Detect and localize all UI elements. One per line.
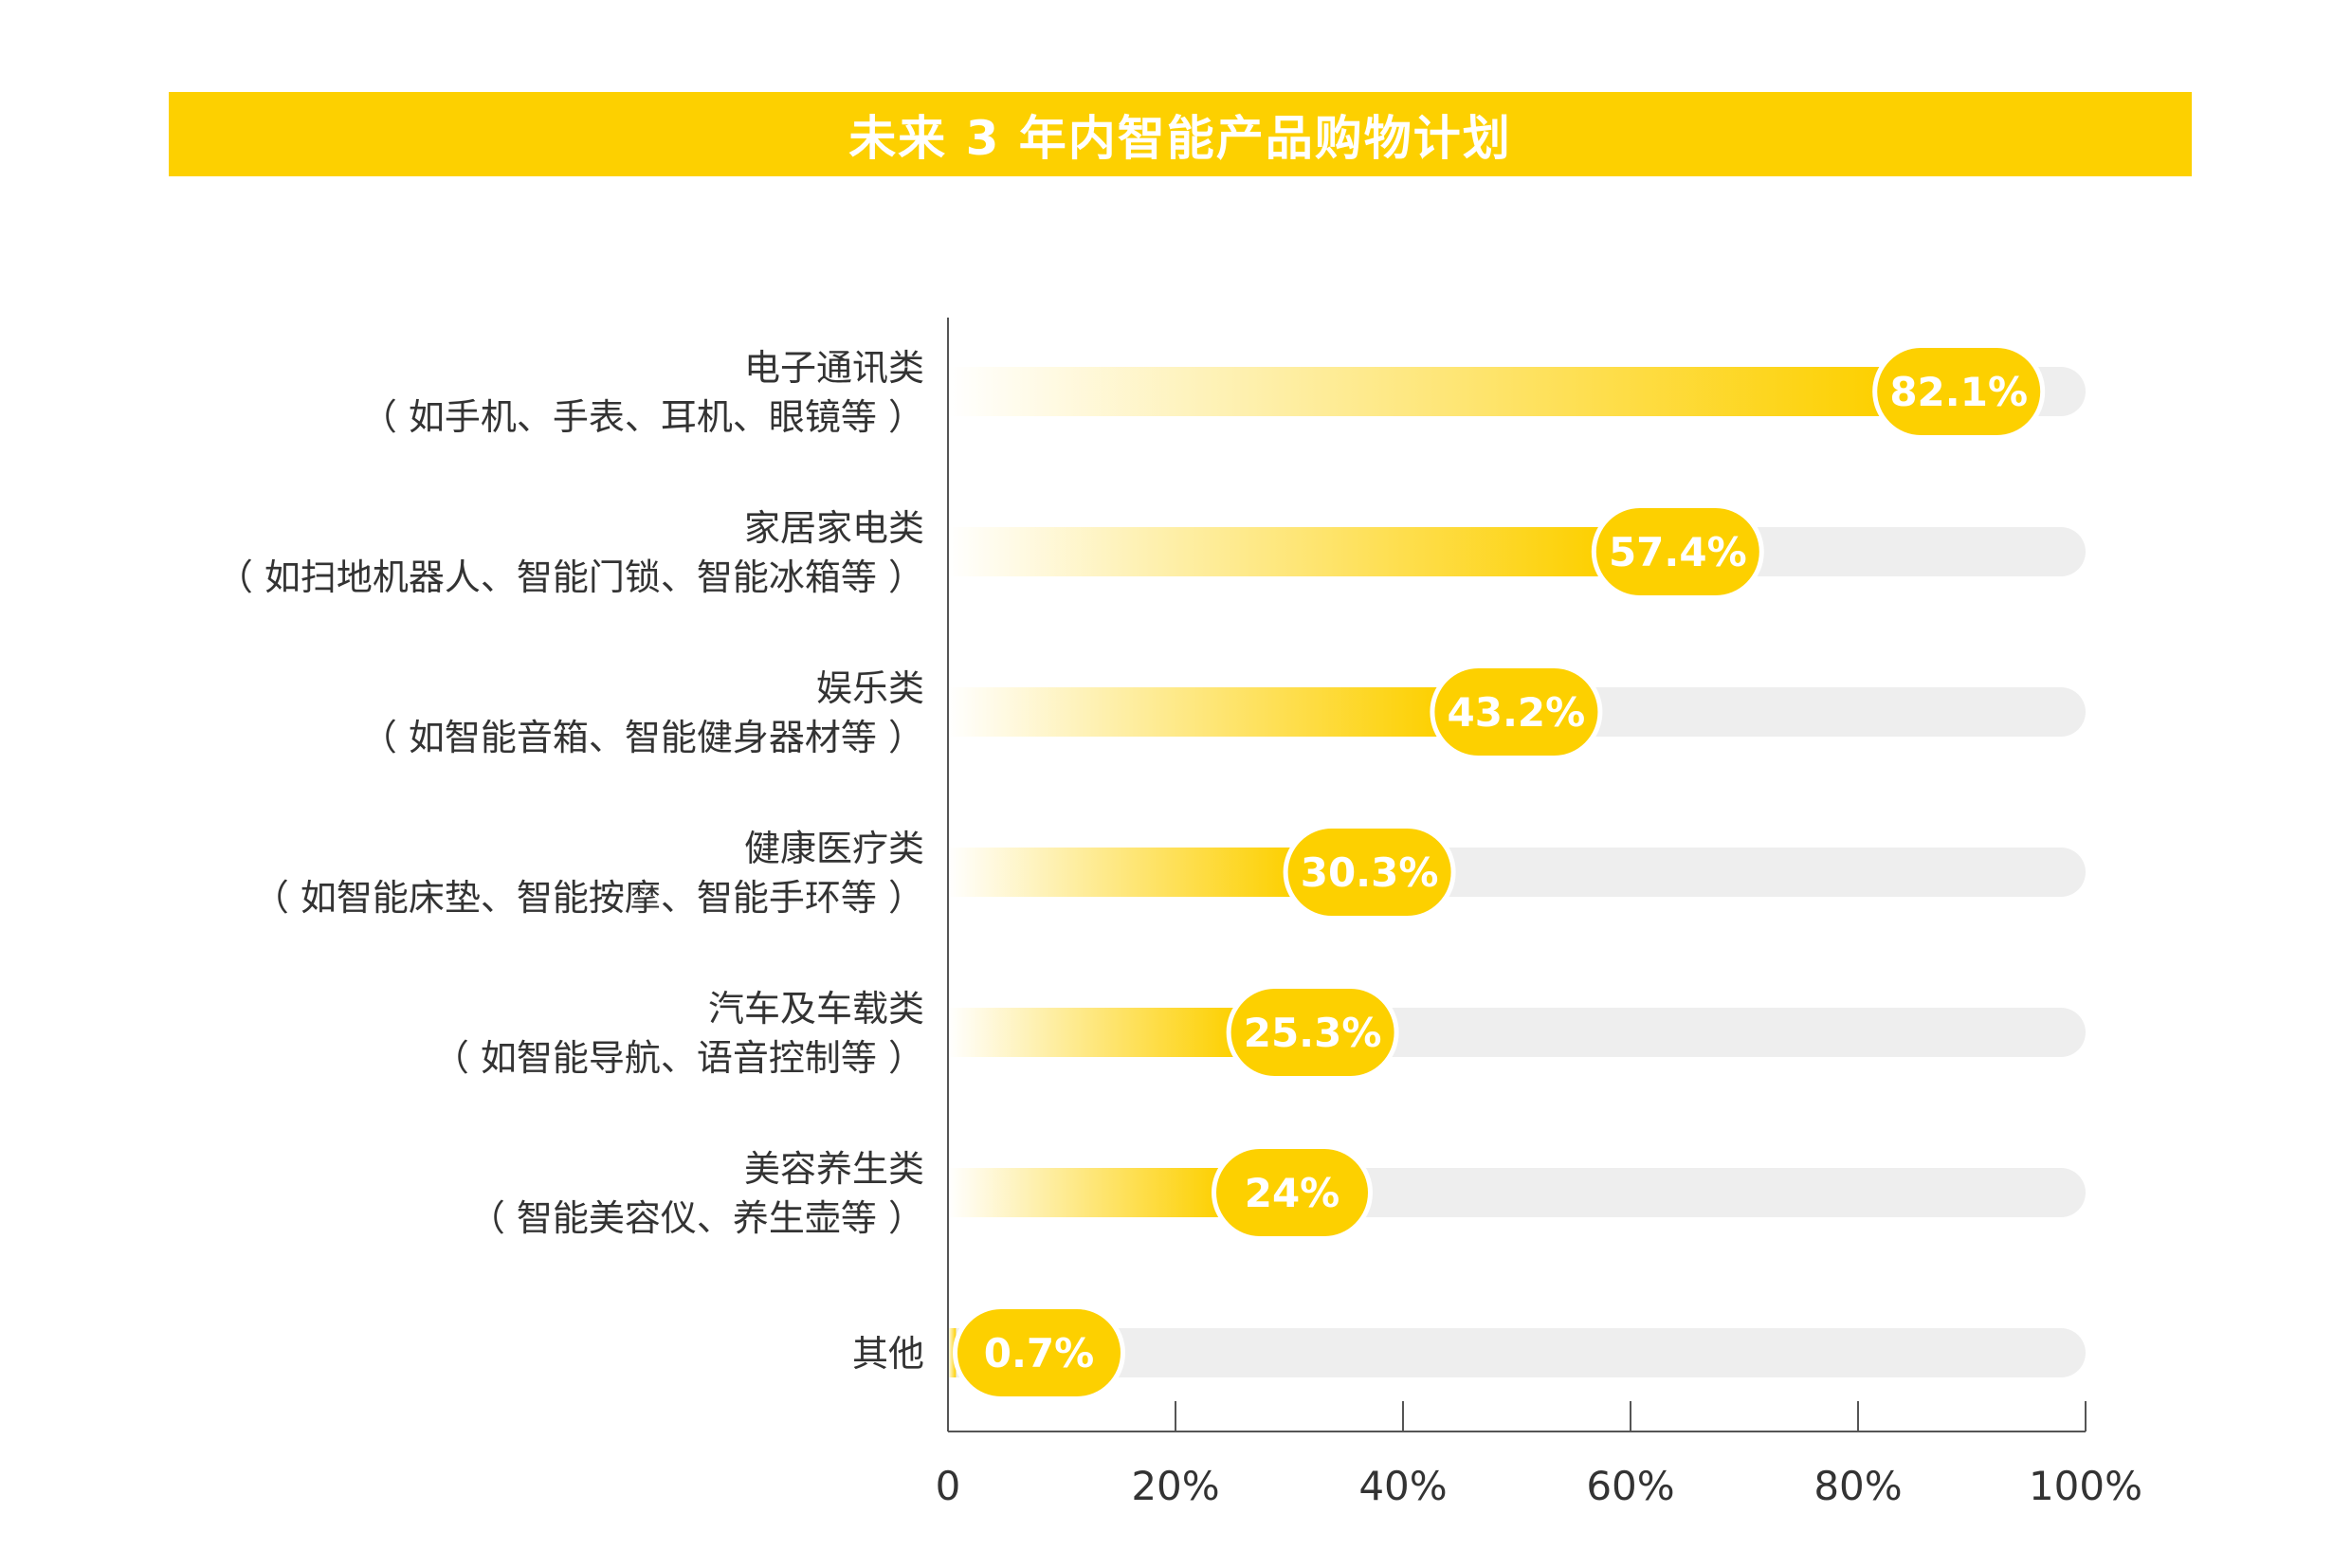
x-tick-label: 0	[936, 1463, 961, 1509]
bar-track	[948, 1328, 2086, 1377]
data-label: 57.4%	[1609, 529, 1747, 575]
category-label: 其他	[852, 1333, 924, 1375]
data-label: 30.3%	[1301, 849, 1439, 896]
axes: 0 20% 40% 60% 80% 100%	[936, 318, 2142, 1509]
bar	[948, 687, 1440, 737]
bar	[948, 848, 1293, 897]
bar	[948, 1008, 1236, 1057]
category-label: 美容养生类	[744, 1148, 924, 1190]
bars	[948, 367, 1883, 1377]
category-label: 娱乐类	[816, 667, 924, 709]
category-label: 电子通讯类	[744, 347, 924, 389]
x-tick-label: 80%	[1813, 1463, 1902, 1509]
data-label: 43.2%	[1448, 689, 1586, 736]
data-label-badge	[1434, 668, 1598, 756]
category-label: 汽车及车载类	[708, 988, 924, 1030]
bar	[948, 1168, 1221, 1217]
category-sublabel: （ 如智能床垫、智能按摩、智能手环等 ）	[253, 877, 924, 919]
chart-title: 未来 3 年内智能产品购物计划	[848, 110, 1512, 166]
x-tick-label: 60%	[1586, 1463, 1674, 1509]
data-label: 25.3%	[1244, 1010, 1382, 1056]
category-label: 家居家电类	[744, 507, 924, 549]
data-label-badge	[1287, 829, 1451, 916]
data-label-badge	[1216, 1149, 1368, 1236]
category-sublabel: （ 如智能导航、语音控制等 ）	[433, 1037, 924, 1079]
bar	[948, 527, 1601, 576]
title-banner: 未来 3 年内智能产品购物计划	[169, 92, 2192, 176]
category-sublabel: （ 如手机、手表、耳机、眼镜等 ）	[361, 396, 924, 438]
category-labels: 电子通讯类 （ 如手机、手表、耳机、眼镜等 ） 家居家电类 （ 如扫地机器人、智能门锁…	[217, 347, 924, 1375]
bar	[948, 367, 1883, 416]
category-sublabel: （ 智能美容仪、养生壶等 ）	[469, 1197, 924, 1239]
x-tick-label: 20%	[1131, 1463, 1219, 1509]
category-label: 健康医疗类	[744, 828, 924, 869]
data-label: 0.7%	[984, 1330, 1094, 1377]
category-sublabel: （ 如智能音箱、智能健身器材等 ）	[361, 717, 924, 758]
x-tick-label: 100%	[2029, 1463, 2142, 1509]
data-label: 24%	[1245, 1170, 1340, 1216]
data-label-badge	[1595, 508, 1759, 595]
x-tick-label: 40%	[1358, 1463, 1447, 1509]
data-label: 82.1%	[1889, 369, 2028, 415]
data-labels: 82.1% 57.4% 43.2% 30.3% 25.3% 24% 0.7%	[953, 343, 2046, 1401]
category-sublabel: （ 如扫地机器人、智能门锁、智能冰箱等 ）	[217, 556, 924, 598]
data-label-badge	[957, 1309, 1121, 1396]
bar	[948, 1328, 957, 1377]
data-label-badge	[1230, 989, 1394, 1076]
data-label-badge	[1877, 348, 2041, 435]
